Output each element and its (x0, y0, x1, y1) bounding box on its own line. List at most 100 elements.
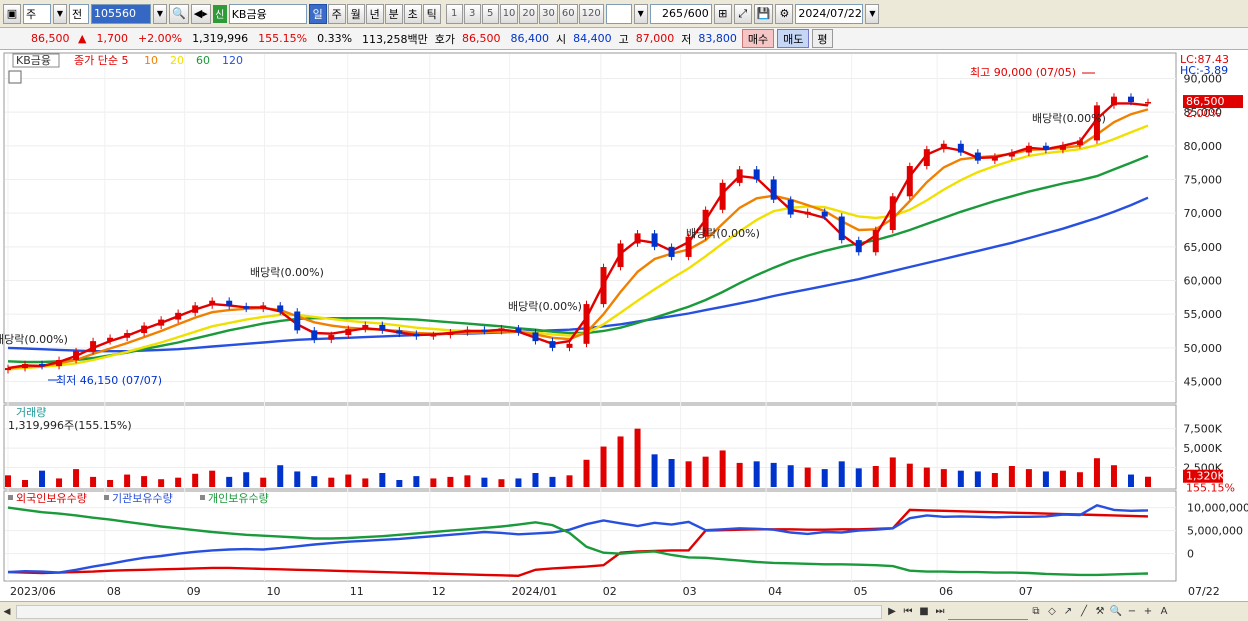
zoom-icon[interactable]: 🔍 (1109, 606, 1123, 617)
volume-bar (600, 446, 607, 487)
volume-bar (430, 478, 437, 487)
period-tab-2[interactable]: 월 (346, 3, 365, 24)
volume-bar (107, 480, 114, 487)
price-tick-label: 80,000 (1184, 140, 1223, 153)
minute-step-7[interactable]: 120 (578, 3, 604, 24)
stop-icon[interactable]: ■ (919, 606, 929, 617)
scroll-left-icon[interactable]: ◀ (3, 606, 11, 617)
price-tick-label: 55,000 (1184, 308, 1223, 321)
volume-bar (787, 465, 794, 487)
code-dropdown-icon[interactable]: ▼ (153, 3, 167, 24)
volume-bar (260, 477, 267, 487)
gear-icon[interactable]: ⚙ (775, 3, 794, 24)
minute-step-6[interactable]: 60 (558, 3, 578, 24)
dividend-annotation: 배당락(0.00%) (0, 333, 68, 346)
scroll-track[interactable] (16, 604, 882, 619)
period-tab-4[interactable]: 분 (384, 3, 403, 24)
sell-button[interactable]: 매도 (777, 29, 810, 48)
volume-bar (821, 469, 828, 487)
volume-bar (651, 454, 658, 487)
period-tab-1[interactable]: 주 (327, 3, 346, 24)
candle-body (56, 359, 63, 367)
text-icon[interactable]: A (1160, 606, 1168, 617)
candle-body (124, 333, 131, 338)
volume-bar (1059, 470, 1066, 487)
period-tab-5[interactable]: 초 (403, 3, 422, 24)
volume-bar (56, 478, 63, 487)
candle-body (260, 305, 267, 309)
volume-bar (1127, 474, 1134, 487)
candle-body (277, 305, 284, 312)
minute-step-2[interactable]: 5 (481, 3, 499, 24)
stock-chart[interactable]: 2023/06 08 09 10 11 12 2024/01 02 03 04 05 06 07 07/2… (0, 51, 1248, 601)
minus-icon[interactable]: − (1127, 606, 1137, 617)
stock-code-input[interactable]: 105560 (91, 3, 151, 24)
volume-bar (906, 463, 913, 487)
volume-bar (328, 477, 335, 487)
line-icon[interactable]: ╱ (1080, 606, 1088, 617)
high-label: 고 (618, 32, 629, 46)
ma-legend-item: 120 (222, 54, 243, 67)
volume-tick-label: 7,500K (1183, 423, 1222, 436)
y-axis: 90,000 85,000 80,000 75,000 70,000 65,000 60,0… (1183, 72, 1248, 560)
average-button[interactable]: 평 (812, 29, 833, 48)
candle-body (413, 333, 420, 337)
chart-area[interactable]: 2023/06 08 09 10 11 12 2024/01 02 03 04 05 06 07 07/2… (0, 51, 1248, 601)
market-select[interactable]: 주 (23, 3, 51, 24)
minute-step-4[interactable]: 20 (519, 3, 539, 24)
volume-bar (532, 473, 539, 487)
candle-body (855, 240, 862, 253)
candle-body (1127, 96, 1134, 103)
zoom-slider[interactable] (948, 604, 1028, 620)
date-dropdown-icon[interactable]: ▼ (865, 3, 880, 24)
x-tick-label: 2024/01 (512, 585, 558, 598)
minute-custom-input[interactable] (605, 3, 632, 24)
period-tab-0[interactable]: 일 (308, 3, 327, 24)
volume-title: 거래량 (16, 406, 46, 419)
tool-icon[interactable]: ⚒ (1095, 606, 1105, 617)
period-tab-6[interactable]: 틱 (422, 3, 441, 24)
last-icon[interactable]: ⏭ (935, 606, 945, 617)
minute-step-3[interactable]: 10 (499, 3, 519, 24)
date-input[interactable]: 2024/07/22 (795, 3, 864, 24)
search-icon[interactable]: 🔍 (169, 3, 189, 24)
volume-bar (736, 462, 743, 487)
volume-bar (719, 450, 726, 487)
ma-legend-item: 20 (170, 54, 184, 67)
price-change: 1,700 (96, 32, 128, 45)
volume-bar (226, 476, 233, 487)
minute-dropdown-icon[interactable]: ▼ (633, 3, 648, 24)
layout-icon[interactable]: ⧉ (1032, 606, 1040, 617)
play-icon[interactable]: ▶ (888, 606, 896, 617)
chart-settings-icon[interactable]: ⊞ (713, 3, 732, 24)
stock-name-field[interactable]: KB금융 (228, 3, 307, 24)
volume-bar (889, 457, 896, 487)
shape-icon[interactable]: ◇ (1048, 606, 1056, 617)
candle-body (719, 182, 726, 210)
volume-bars (5, 428, 1151, 487)
price-tick-label: 90,000 (1184, 72, 1223, 85)
save-icon[interactable]: 💾 (753, 3, 774, 24)
candle-body (685, 236, 692, 257)
trend-icon[interactable]: ↗ (1063, 606, 1073, 617)
candle-body (22, 364, 29, 369)
minute-step-5[interactable]: 30 (539, 3, 558, 24)
expand-icon[interactable]: ⤢ (733, 3, 752, 24)
calendar-icon (8, 70, 22, 84)
candle-body (940, 143, 947, 150)
minute-step-0[interactable]: 1 (445, 3, 463, 24)
minute-step-1[interactable]: 3 (463, 3, 481, 24)
first-icon[interactable]: ⏮ (903, 606, 913, 617)
filter-select[interactable]: 전 (69, 3, 89, 24)
market-dropdown-icon[interactable]: ▼ (53, 3, 67, 24)
volume-bar (192, 473, 199, 487)
plus-icon[interactable]: + (1143, 606, 1153, 617)
buy-button[interactable]: 매수 (741, 29, 775, 48)
volume-bar (413, 476, 420, 487)
window-icon[interactable]: ▣ (3, 3, 21, 24)
period-tab-3[interactable]: 년 (365, 3, 384, 24)
volume-bar (447, 476, 454, 487)
count-field[interactable]: 265/600 (649, 3, 712, 24)
high-annotation: 최고 90,000 (07/05) (970, 66, 1076, 79)
sound-icon[interactable]: ◀▸ (190, 3, 211, 24)
